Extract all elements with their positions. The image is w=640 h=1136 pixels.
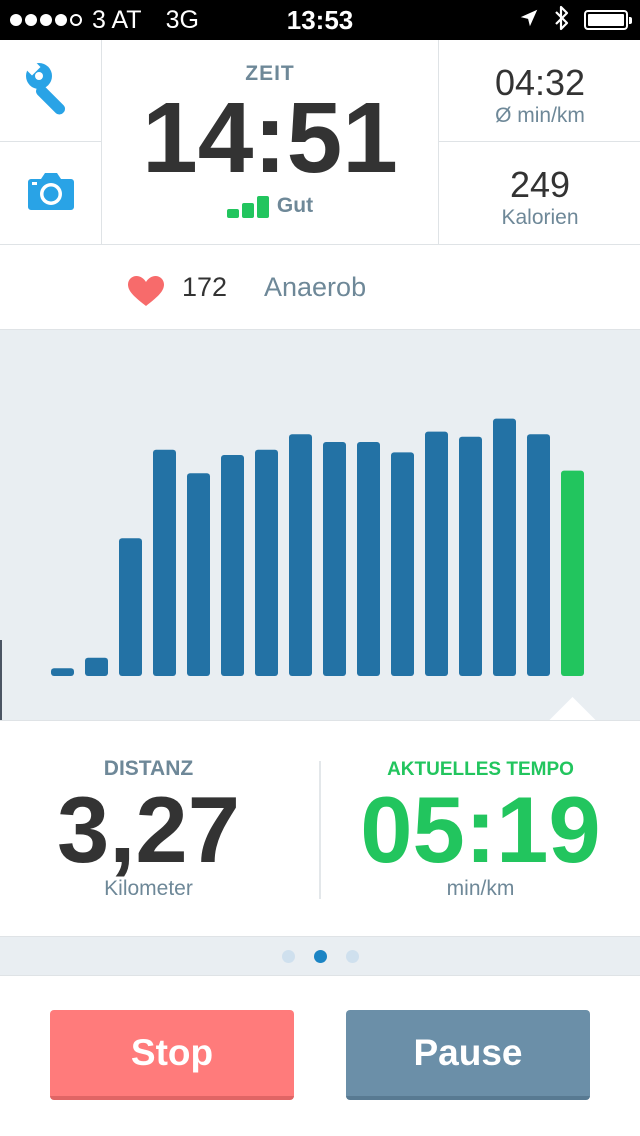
gps-status: Gut [102, 192, 438, 220]
avg-pace-unit: Ø min/km [495, 104, 585, 127]
battery-icon [584, 10, 632, 30]
heart-icon [127, 275, 165, 312]
pace-bar [187, 473, 210, 676]
heart-rate-row: 172 Anaerob [0, 245, 640, 330]
bluetooth-icon [554, 5, 570, 36]
page-dot[interactable] [345, 949, 359, 963]
pace-bar [255, 449, 278, 676]
heart-rate-zone: Anaerob [264, 272, 367, 302]
pace-bar [323, 442, 346, 676]
tool-column [0, 40, 102, 244]
status-bar: 3 AT 3G 13:53 [0, 0, 640, 40]
status-right [518, 0, 632, 40]
avg-pace-value: 04:32 [494, 62, 586, 103]
pace-bar [425, 431, 448, 676]
pace-bar [527, 434, 550, 676]
pace-bar [289, 434, 312, 676]
signal-dot-empty [70, 14, 82, 26]
pace-bar [119, 538, 142, 676]
pace-bar [51, 668, 74, 676]
time-label: ZEIT [245, 62, 295, 85]
chart-edge-marker [0, 640, 2, 720]
pace-bar [493, 418, 516, 676]
current-pace-bar [561, 470, 584, 676]
pace-bar [221, 455, 244, 676]
status-time: 13:53 [286, 5, 354, 35]
signal-dot [55, 14, 67, 26]
network-type: 3G [165, 5, 199, 34]
pace-bar [357, 442, 380, 676]
location-arrow-icon [518, 7, 540, 34]
current-tempo-value: 05:19 [360, 777, 601, 882]
camera-button[interactable] [0, 142, 101, 244]
pace-chart-svg [51, 418, 596, 720]
time-value: 14:51 [142, 82, 398, 194]
calories-value: 249 [509, 164, 571, 205]
current-bar-pointer [549, 697, 596, 720]
wrench-icon [23, 58, 78, 120]
current-tempo-metric: AKTUELLES TEMPO 05:19 min/km [321, 721, 640, 937]
calories-unit: Kalorien [501, 206, 579, 229]
current-tempo-label: AKTUELLES TEMPO [387, 759, 574, 780]
camera-icon [27, 171, 75, 216]
avg-pace-cell: 04:32 Ø min/km [439, 40, 640, 142]
status-left: 3 AT 3G [10, 0, 199, 40]
metrics-panel[interactable]: DISTANZ 3,27 Kilometer AKTUELLES TEMPO 0… [0, 720, 640, 937]
pace-bar [153, 449, 176, 676]
stop-button[interactable]: Stop [50, 1010, 294, 1100]
distance-label: DISTANZ [103, 757, 194, 780]
top-panel: ZEIT 14:51 Gut 04:32 Ø min/km 249 Kalori… [0, 40, 640, 245]
distance-metric: DISTANZ 3,27 Kilometer [0, 721, 319, 937]
page-dot-active[interactable] [313, 949, 327, 963]
page-indicator[interactable] [0, 936, 640, 976]
pause-button[interactable]: Pause [346, 1010, 590, 1100]
signal-dot [40, 14, 52, 26]
signal-dot [25, 14, 37, 26]
pace-bar [85, 657, 108, 676]
current-tempo-unit: min/km [446, 877, 515, 900]
settings-button[interactable] [0, 40, 101, 142]
signal-dot [10, 14, 22, 26]
heart-rate-value: 172 [182, 272, 228, 302]
signal-strength-icon [10, 14, 82, 26]
time-panel: ZEIT 14:51 Gut [102, 40, 438, 244]
stats-column: 04:32 Ø min/km 249 Kalorien [438, 40, 640, 244]
pace-chart[interactable] [0, 330, 640, 720]
pace-bar [459, 436, 482, 676]
gps-signal-icon [226, 194, 269, 218]
page-dot[interactable] [281, 949, 295, 963]
gps-quality-label: Gut [276, 194, 314, 217]
distance-unit: Kilometer [104, 877, 193, 900]
pace-bar [391, 452, 414, 676]
carrier-name: 3 AT [92, 5, 142, 34]
distance-value: 3,27 [57, 777, 240, 882]
metrics-divider [319, 761, 321, 899]
footer-controls: Stop Pause [0, 976, 640, 1136]
calories-cell: 249 Kalorien [439, 142, 640, 243]
